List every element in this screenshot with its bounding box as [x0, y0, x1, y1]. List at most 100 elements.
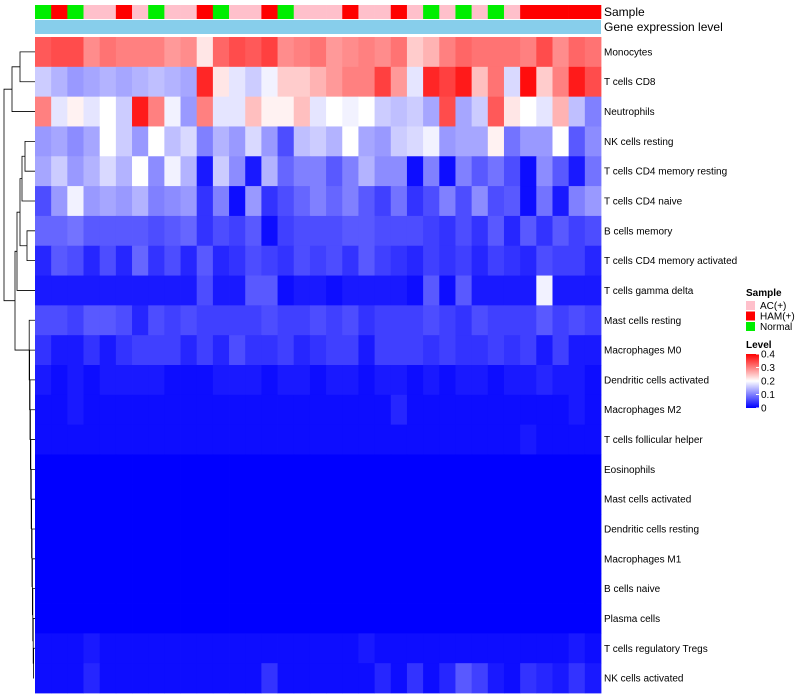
heatmap-cell [51, 543, 68, 575]
heatmap-cell [503, 484, 521, 515]
heatmap-cell [455, 424, 473, 455]
heatmap-cell [520, 305, 537, 336]
row-label: T cells CD8 [604, 77, 656, 88]
heatmap-cell [455, 573, 473, 604]
heatmap-cell [35, 484, 52, 515]
heatmap-cell [67, 245, 84, 276]
heatmap-cell [148, 96, 165, 127]
heatmap-cell [439, 335, 456, 366]
heatmap-cell [83, 66, 101, 98]
heatmap-cell [245, 156, 262, 187]
heatmap-cell [67, 394, 84, 426]
heatmap-cell [83, 663, 101, 694]
heatmap-cell [277, 66, 295, 98]
sample-bar-cell [552, 5, 569, 19]
heatmap-cell [439, 126, 456, 157]
heatmap-cell [342, 514, 359, 545]
heatmap-cell [196, 573, 214, 604]
heatmap-cell [358, 305, 375, 336]
heatmap-cell [51, 603, 68, 634]
heatmap-cell [51, 275, 68, 306]
heatmap-cell [326, 156, 343, 187]
heatmap-cell [196, 96, 214, 127]
heatmap-cell [487, 126, 505, 157]
heatmap-cell [277, 186, 295, 217]
heatmap-cell [455, 215, 473, 247]
heatmap-cell [132, 126, 149, 157]
heatmap-cell [245, 215, 262, 247]
heatmap-cell [390, 156, 408, 187]
sample-bar-cell [164, 5, 181, 19]
heatmap-cell [148, 66, 165, 98]
heatmap-cell [423, 394, 440, 426]
heatmap-cell [423, 275, 440, 306]
heatmap-cell [245, 603, 262, 634]
heatmap-cell [471, 454, 489, 485]
heatmap-cell [212, 186, 230, 217]
heatmap-cell [374, 305, 392, 336]
heatmap-cell [67, 156, 84, 187]
heatmap-cell [503, 543, 521, 575]
heatmap-cell [293, 186, 311, 217]
heatmap-cell [309, 156, 327, 187]
heatmap-cell [132, 365, 149, 396]
heatmap-cell [503, 573, 521, 604]
heatmap-cell [277, 215, 295, 247]
heatmap-cell [358, 156, 375, 187]
legend-swatch [746, 301, 755, 310]
dendrogram-branch [33, 647, 35, 679]
heatmap-cell [212, 365, 230, 396]
heatmap-cell [406, 663, 424, 694]
heatmap-cell [180, 633, 198, 664]
heatmap-cell [293, 215, 311, 247]
heatmap-cell [51, 424, 68, 455]
heatmap-cell [51, 305, 68, 336]
heatmap-cell [212, 424, 230, 455]
heatmap-cell [439, 573, 456, 604]
heatmap-cell [342, 603, 359, 634]
heatmap-cell [99, 215, 117, 247]
heatmap-cell [67, 484, 84, 515]
heatmap-cell [164, 156, 181, 187]
heatmap-cell [212, 305, 230, 336]
heatmap-cell [471, 245, 489, 276]
heatmap-cell [503, 365, 521, 396]
heatmap-cell [35, 275, 52, 306]
heatmap-cell [51, 663, 68, 694]
heatmap-cell [358, 335, 375, 366]
heatmap-cell [277, 156, 295, 187]
heatmap-cell [99, 305, 117, 336]
heatmap-cell [439, 37, 456, 68]
heatmap-cell [148, 215, 165, 247]
heatmap-cell [132, 424, 149, 455]
heatmap-cell [212, 603, 230, 634]
heatmap-cell [326, 126, 343, 157]
heatmap-cell [487, 603, 505, 634]
heatmap-cell [245, 37, 262, 68]
heatmap-cell [520, 126, 537, 157]
heatmap-cell [342, 335, 359, 366]
sample-bar-cell [51, 5, 68, 19]
legend-sample-groups: AC(+)HAM(+)Normal [746, 301, 795, 333]
heatmap-cell [35, 126, 52, 157]
heatmap-cell [326, 603, 343, 634]
heatmap-cell [374, 245, 392, 276]
heatmap-cell [180, 424, 198, 455]
heatmap-cell [196, 633, 214, 664]
row-label: Neutrophils [604, 107, 655, 118]
heatmap-cell [99, 365, 117, 396]
row-label: T cells follicular helper [604, 435, 703, 446]
heatmap-cell [35, 603, 52, 634]
heatmap-cell [390, 96, 408, 127]
heatmap-cell [584, 424, 602, 455]
heatmap-cell [148, 305, 165, 336]
heatmap-cell [342, 454, 359, 485]
heatmap-cell [342, 573, 359, 604]
heatmap-cell [67, 305, 84, 336]
heatmap-cell [115, 573, 133, 604]
heatmap-cell [261, 215, 278, 247]
sample-bar-cell [439, 5, 456, 19]
heatmap-cell [261, 156, 278, 187]
heatmap-cell [584, 514, 602, 545]
